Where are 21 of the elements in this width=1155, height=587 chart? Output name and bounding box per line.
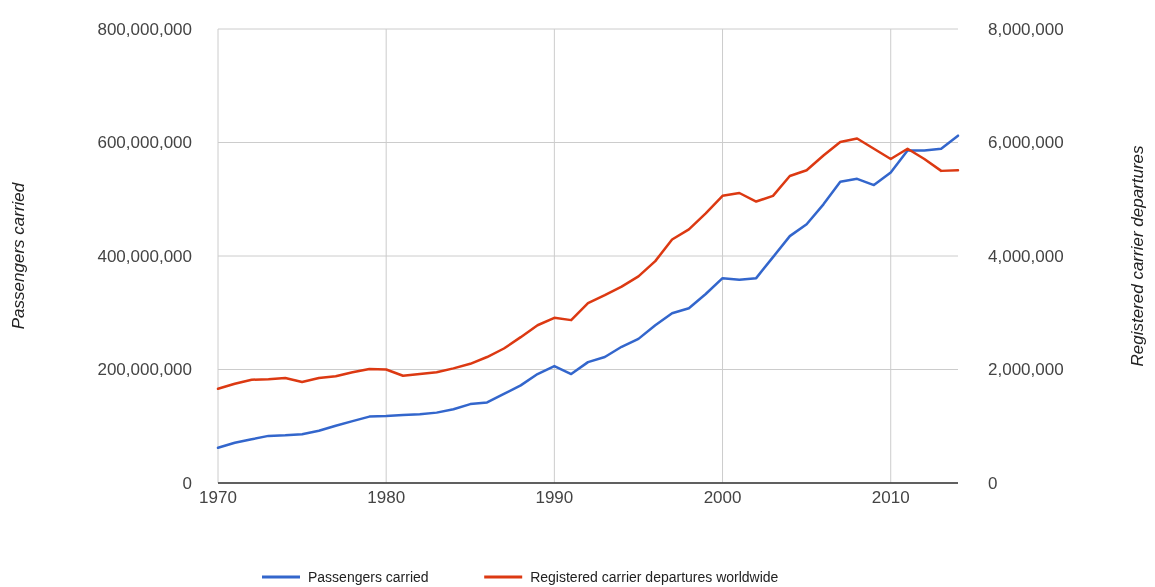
y2-tick-label: 2,000,000 — [988, 360, 1064, 380]
y2-tick-label: 0 — [988, 473, 998, 493]
line-series — [216, 134, 960, 450]
y-axis-title: Passengers carried — [9, 182, 28, 330]
x-tick-label: 1970 — [199, 488, 237, 507]
y2-tick-label: 6,000,000 — [988, 133, 1064, 153]
legend-label: Passengers carried — [308, 568, 429, 585]
y2-tick-label: 8,000,000 — [988, 19, 1064, 39]
line-series — [216, 137, 960, 391]
x-tick-label: 1990 — [535, 488, 574, 507]
y-tick-label: 0 — [182, 473, 192, 493]
y-tick-label: 600,000,000 — [97, 133, 192, 153]
y-tick-label: 800,000,000 — [97, 19, 192, 39]
x-tick-label: 2010 — [871, 488, 910, 507]
legend-label: Registered carrier departures worldwide — [530, 568, 779, 585]
x-tick-label: 2000 — [703, 488, 742, 507]
x-tick-label: 1980 — [367, 488, 406, 507]
y-tick-label: 200,000,000 — [97, 360, 192, 380]
y2-axis-title: Registered carrier departures — [1128, 144, 1147, 367]
y2-tick-label: 4,000,000 — [988, 246, 1064, 266]
y-tick-label: 400,000,000 — [97, 246, 192, 266]
